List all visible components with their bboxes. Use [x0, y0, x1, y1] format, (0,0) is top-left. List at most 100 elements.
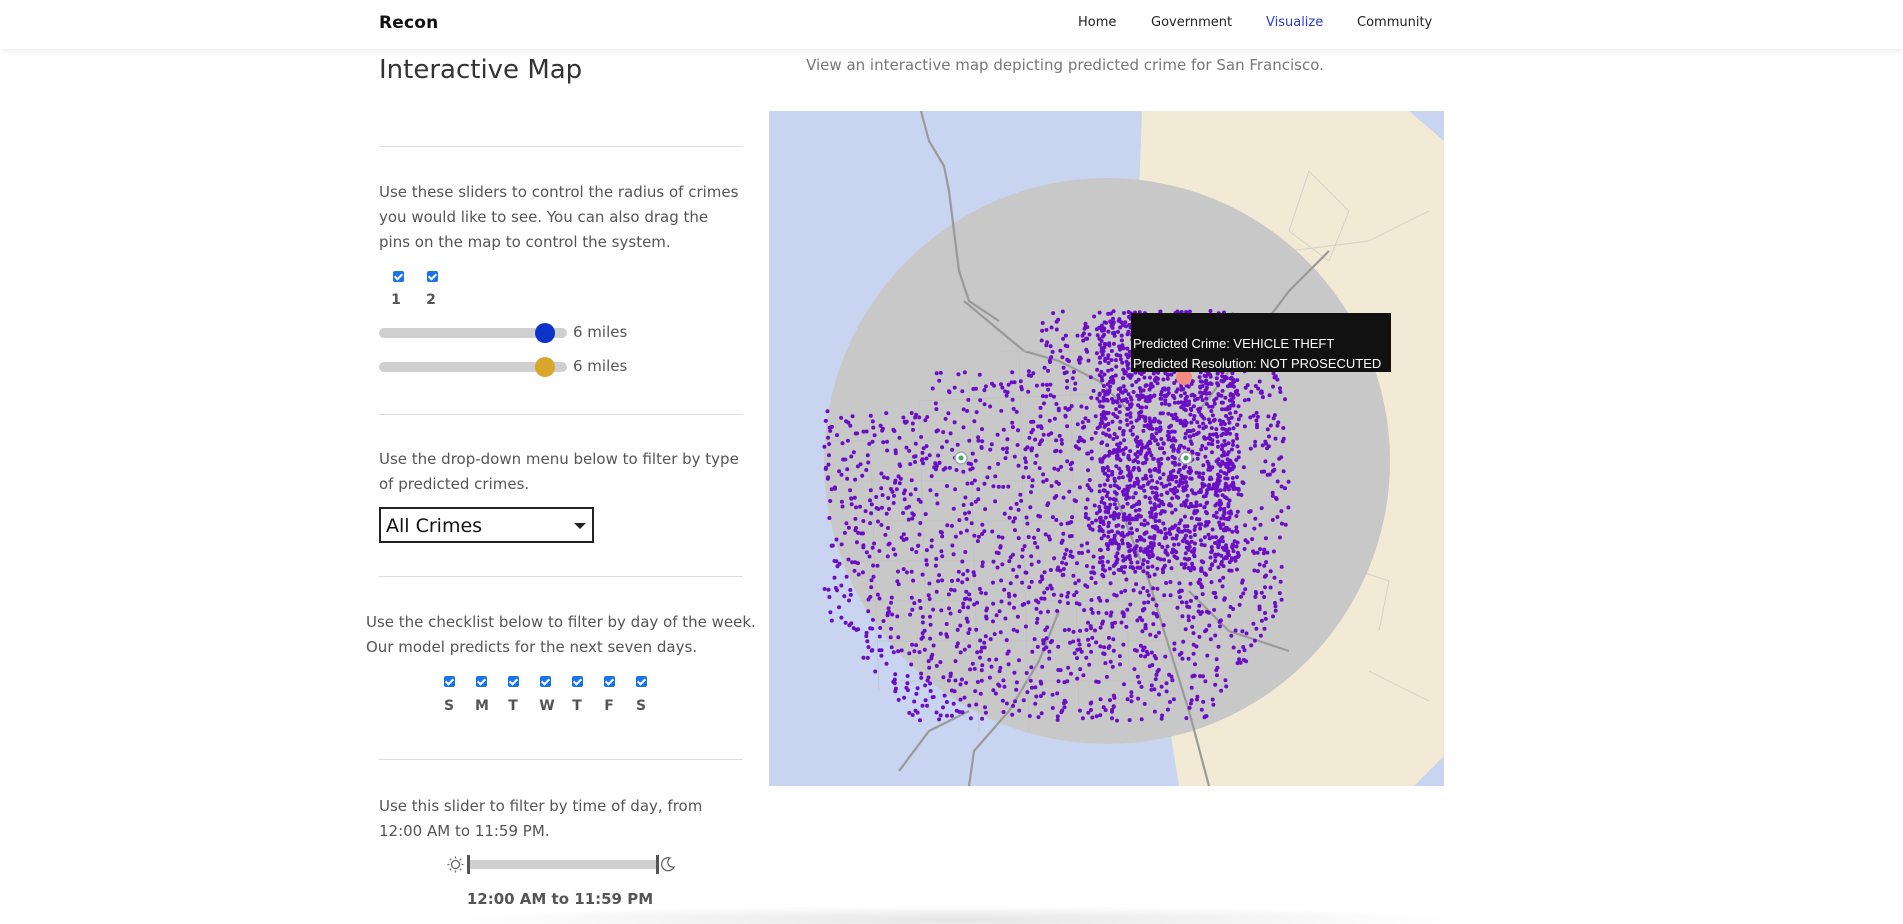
crime-point[interactable] — [956, 569, 961, 574]
crime-point[interactable] — [868, 498, 872, 503]
crime-point[interactable] — [1187, 402, 1191, 407]
crime-point[interactable] — [1199, 542, 1204, 547]
crime-point[interactable] — [1255, 414, 1260, 419]
crime-point[interactable] — [1113, 512, 1118, 517]
crime-point[interactable] — [1231, 403, 1236, 408]
crime-point[interactable] — [912, 649, 917, 654]
crime-point[interactable] — [1030, 649, 1035, 654]
crime-point[interactable] — [1077, 550, 1082, 555]
crime-point[interactable] — [826, 435, 831, 440]
crime-point[interactable] — [1081, 425, 1085, 430]
crime-point[interactable] — [826, 587, 831, 592]
crime-point[interactable] — [1191, 417, 1196, 422]
crime-point[interactable] — [1203, 424, 1208, 429]
crime-point[interactable] — [1117, 466, 1122, 471]
crime-point[interactable] — [976, 497, 981, 502]
crime-point[interactable] — [1086, 468, 1090, 473]
crime-point[interactable] — [1071, 639, 1076, 644]
crime-point[interactable] — [1155, 480, 1160, 485]
crime-point[interactable] — [1235, 509, 1240, 514]
crime-point[interactable] — [1121, 517, 1126, 522]
crime-point[interactable] — [954, 644, 959, 649]
crime-point[interactable] — [991, 580, 995, 585]
crime-point[interactable] — [1088, 701, 1093, 706]
crime-point[interactable] — [921, 446, 926, 451]
crime-point[interactable] — [846, 557, 851, 562]
crime-point[interactable] — [1248, 446, 1253, 451]
crime-point[interactable] — [1097, 489, 1102, 494]
crime-point[interactable] — [1147, 496, 1152, 501]
crime-point[interactable] — [1031, 427, 1035, 432]
crime-point[interactable] — [964, 596, 969, 601]
crime-point[interactable] — [1273, 608, 1278, 613]
crime-point[interactable] — [1202, 373, 1207, 378]
crime-point[interactable] — [1000, 535, 1005, 540]
crime-point[interactable] — [904, 536, 909, 541]
crime-point[interactable] — [1117, 486, 1122, 491]
crime-point[interactable] — [1192, 549, 1196, 554]
crime-point[interactable] — [1127, 543, 1132, 547]
crime-point[interactable] — [919, 675, 924, 680]
crime-point[interactable] — [1106, 468, 1111, 473]
crime-point[interactable] — [1045, 586, 1050, 591]
crime-point[interactable] — [1135, 674, 1140, 679]
crime-point[interactable] — [1270, 490, 1275, 495]
crime-point[interactable] — [1174, 555, 1179, 560]
crime-point[interactable] — [1078, 647, 1082, 652]
crime-point[interactable] — [1128, 449, 1133, 454]
crime-point[interactable] — [961, 572, 966, 577]
crime-point[interactable] — [934, 556, 939, 561]
crime-point[interactable] — [968, 716, 973, 721]
crime-point[interactable] — [1268, 569, 1273, 574]
crime-point[interactable] — [1011, 406, 1016, 411]
crime-point[interactable] — [1044, 382, 1049, 387]
crime-point[interactable] — [1015, 443, 1020, 447]
crime-point[interactable] — [1275, 515, 1280, 519]
crime-point[interactable] — [1203, 454, 1208, 459]
crime-point[interactable] — [1087, 662, 1092, 667]
crime-point[interactable] — [1150, 524, 1155, 529]
crime-point[interactable] — [1084, 628, 1089, 632]
crime-point[interactable] — [1005, 446, 1009, 451]
crime-point[interactable] — [1159, 401, 1164, 406]
crime-point[interactable] — [966, 605, 971, 610]
crime-point[interactable] — [1096, 680, 1101, 684]
crime-point[interactable] — [1236, 417, 1241, 422]
crime-point[interactable] — [969, 462, 974, 467]
crime-point[interactable] — [1142, 549, 1147, 554]
crime-point[interactable] — [1065, 679, 1070, 684]
crime-point[interactable] — [1036, 424, 1041, 429]
crime-point[interactable] — [955, 641, 960, 646]
crime-point[interactable] — [1084, 405, 1089, 410]
crime-point[interactable] — [1168, 580, 1173, 584]
crime-point[interactable] — [1079, 404, 1084, 409]
crime-point[interactable] — [1190, 449, 1195, 454]
crime-point[interactable] — [1223, 481, 1228, 486]
crime-point[interactable] — [1115, 551, 1120, 556]
crime-point[interactable] — [1199, 566, 1204, 571]
crime-point[interactable] — [1263, 611, 1267, 615]
crime-point[interactable] — [1160, 446, 1165, 451]
crime-point[interactable] — [929, 474, 934, 479]
crime-point[interactable] — [1056, 467, 1061, 472]
crime-point[interactable] — [988, 404, 993, 409]
crime-point[interactable] — [896, 649, 901, 654]
crime-point[interactable] — [1147, 387, 1152, 392]
crime-point[interactable] — [1014, 501, 1019, 506]
crime-point[interactable] — [1203, 446, 1208, 451]
crime-point[interactable] — [930, 695, 935, 700]
crime-point[interactable] — [983, 705, 987, 710]
crime-point[interactable] — [1197, 474, 1202, 479]
crime-point[interactable] — [856, 530, 861, 535]
crime-point[interactable] — [1152, 709, 1157, 714]
crime-point[interactable] — [923, 698, 928, 703]
crime-point[interactable] — [1121, 570, 1126, 575]
crime-point[interactable] — [1193, 662, 1197, 667]
crime-point[interactable] — [1074, 590, 1079, 595]
crime-point[interactable] — [1231, 439, 1236, 444]
crime-point[interactable] — [1077, 485, 1082, 490]
crime-point[interactable] — [969, 521, 974, 526]
crime-point[interactable] — [1219, 560, 1224, 564]
crime-point[interactable] — [999, 408, 1004, 413]
crime-point[interactable] — [834, 559, 839, 564]
